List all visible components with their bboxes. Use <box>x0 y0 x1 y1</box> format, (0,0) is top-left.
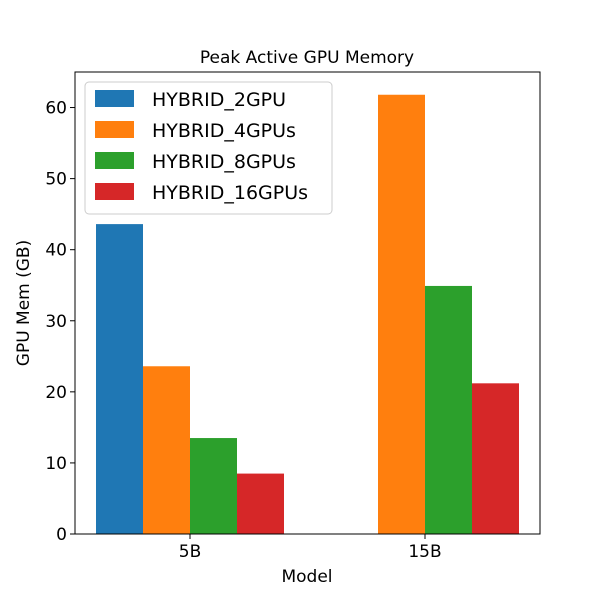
x-axis-label: Model <box>281 567 332 587</box>
y-axis-ticks: 0 10 20 30 40 50 60 <box>45 99 75 545</box>
y-tick-label: 40 <box>45 241 67 261</box>
y-tick-label: 50 <box>45 170 67 190</box>
legend-swatch <box>95 90 134 107</box>
bars-layer <box>96 94 519 534</box>
legend: HYBRID_2GPU HYBRID_4GPUs HYBRID_8GPUs HYBRI… <box>84 81 333 215</box>
legend-swatch <box>95 152 134 169</box>
legend-frame <box>84 81 333 215</box>
bar-hybrid_16gpus-5b <box>237 473 284 534</box>
y-tick-label: 20 <box>45 383 67 403</box>
y-tick-label: 10 <box>45 454 67 474</box>
y-tick-label: 30 <box>45 312 67 332</box>
x-tick-label: 5B <box>179 542 201 562</box>
legend-label: HYBRID_16GPUs <box>152 182 308 204</box>
bar-hybrid_8gpus-5b <box>190 438 237 534</box>
legend-swatch <box>95 183 134 200</box>
y-tick-label: 60 <box>45 99 67 119</box>
legend-label: HYBRID_8GPUs <box>152 151 296 173</box>
x-tick-label: 15B <box>408 542 441 562</box>
bar-hybrid_8gpus-15b <box>425 285 472 534</box>
y-axis-label: GPU Mem (GB) <box>14 240 34 366</box>
plot-frame <box>74 71 541 535</box>
bar-hybrid_16gpus-15b <box>472 383 519 534</box>
y-tick-label: 0 <box>56 525 67 545</box>
legend-swatch <box>95 121 134 138</box>
legend-label: HYBRID_2GPU <box>152 89 286 111</box>
legend-label: HYBRID_4GPUs <box>152 120 296 142</box>
chart-title: Peak Active GPU Memory <box>200 48 414 68</box>
bar-hybrid_2gpu-5b <box>96 224 143 534</box>
x-axis-ticks: 5B 15B <box>179 534 442 562</box>
bar-hybrid_4gpus-15b <box>378 94 425 534</box>
bar-hybrid_4gpus-5b <box>143 366 190 534</box>
